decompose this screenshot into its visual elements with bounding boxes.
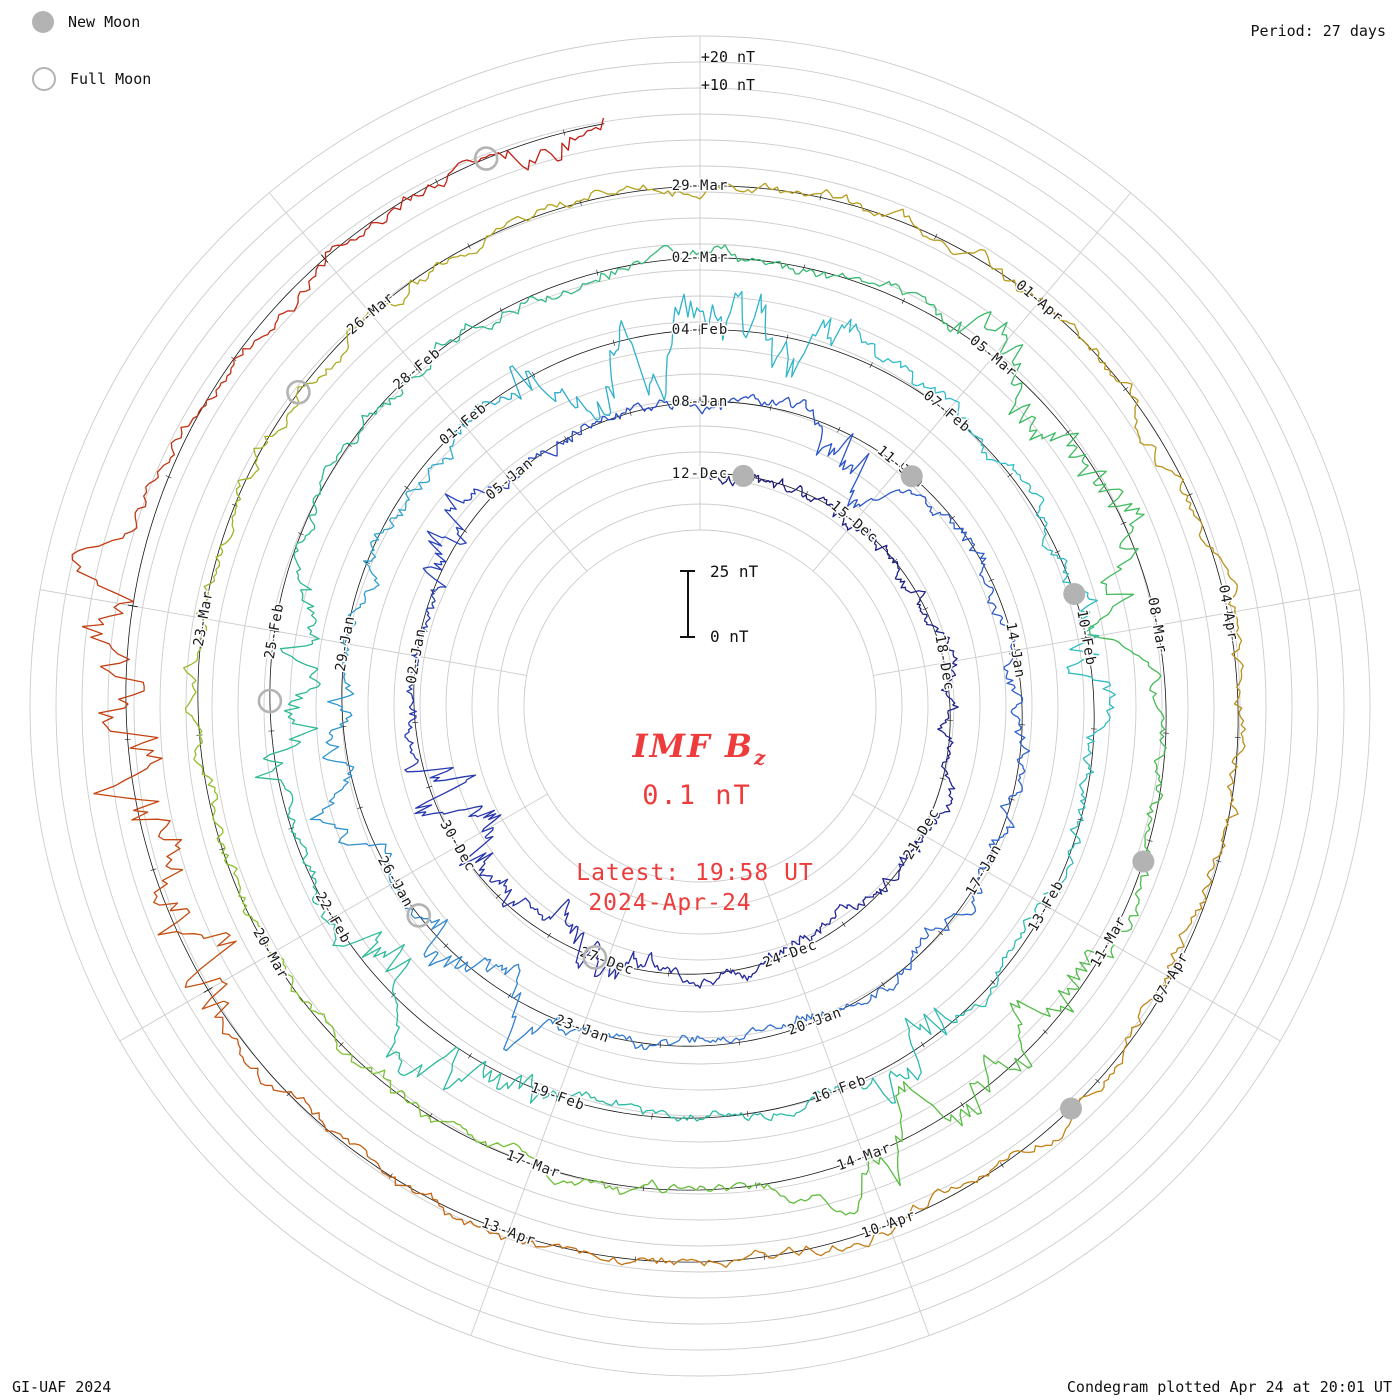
plot-title: IMF Bz: [633, 727, 768, 769]
credit-right: Condegram plotted Apr 24 at 20:01 UT: [1066, 1378, 1392, 1396]
full-moon-marker: [582, 945, 608, 970]
date-tick-label: 08-Mar: [1144, 596, 1170, 654]
legend-full-moon: Full Moon: [32, 67, 151, 91]
new-moon-marker: [732, 464, 755, 487]
date-tick-label: 19-Feb: [528, 1080, 587, 1114]
date-tick-label: 05-Jan: [483, 455, 537, 504]
full-moon-label: Full Moon: [70, 70, 152, 88]
date-tick-label: 17-Mar: [504, 1147, 563, 1181]
date-tick-label: 04-Apr: [1215, 584, 1241, 642]
full-moon-icon: [32, 67, 56, 91]
full-moon-marker: [286, 379, 311, 405]
date-tick-label: 23-Jan: [553, 1012, 612, 1046]
date-tick-label: 07-Feb: [920, 388, 974, 437]
date-tick-label: 12-Dec: [672, 466, 729, 482]
date-tick-label: 29-Mar: [672, 178, 729, 194]
date-tick-label: 17-Jan: [963, 842, 1005, 899]
date-tick-label: 28-Feb: [390, 345, 444, 394]
date-tick-label: 24-Dec: [761, 937, 820, 971]
scale-bar-max-label: 25 nT: [710, 562, 759, 581]
latest-time: Latest: 19:58 UT: [576, 860, 814, 886]
ring-label-10nt: +10 nT: [700, 76, 756, 94]
legend-new-moon: New Moon: [32, 11, 140, 33]
date-tick-label: 26-Mar: [344, 289, 398, 338]
date-tick-label: 22-Feb: [312, 890, 354, 947]
date-tick-label: 18-Dec: [931, 634, 957, 692]
new-moon-label: New Moon: [68, 13, 141, 31]
new-moon-marker: [1060, 1097, 1083, 1120]
new-moon-icon: [32, 11, 54, 33]
full-moon-marker: [473, 146, 499, 171]
new-moon-marker: [1132, 850, 1155, 873]
date-tick-label: 29-Jan: [333, 614, 359, 672]
date-tick-label: 04-Feb: [672, 322, 729, 338]
scale-bar-top-cap: [680, 570, 695, 572]
date-tick-label: 30-Dec: [436, 818, 478, 875]
credit-left: GI-UAF 2024: [12, 1378, 112, 1396]
full-moon-marker: [257, 688, 283, 714]
date-tick-label: 21-Dec: [901, 806, 943, 863]
plot-title-subscript: z: [753, 745, 768, 770]
date-tick-label: 23-Mar: [191, 589, 217, 647]
full-moon-marker: [406, 903, 432, 928]
plot-title-text: IMF B: [632, 727, 754, 765]
scale-bar-bottom-cap: [680, 636, 695, 638]
latest-value: 0.1 nT: [642, 780, 752, 811]
latest-date: 2024-Apr-24: [588, 890, 752, 916]
date-tick-label: 05-Mar: [966, 332, 1020, 381]
date-tick-label: 10-Feb: [1073, 609, 1099, 667]
new-moon-marker: [900, 465, 923, 488]
date-tick-label: 08-Jan: [672, 394, 729, 410]
date-tick-label: 20-Mar: [249, 926, 291, 983]
date-tick-label: 01-Feb: [437, 400, 491, 449]
date-tick-label: 25-Feb: [262, 602, 288, 660]
date-tick-label: 26-Jan: [374, 854, 416, 911]
new-moon-marker: [1063, 582, 1086, 605]
period-label: Period: 27 days: [1250, 22, 1386, 40]
date-tick-label: 07-Apr: [1150, 950, 1192, 1007]
date-tick-label: 02-Jan: [404, 627, 430, 685]
date-tick-label: 13-Apr: [479, 1215, 538, 1249]
scale-bar-min-label: 0 nT: [710, 627, 749, 646]
date-tick-label: 20-Jan: [786, 1005, 845, 1039]
date-tick-label: 02-Mar: [672, 250, 729, 266]
ring-label-20nt: +20 nT: [700, 48, 756, 66]
date-tick-label: 16-Feb: [810, 1072, 869, 1106]
date-tick-label: 10-Apr: [859, 1208, 918, 1242]
scale-bar: [687, 571, 689, 637]
